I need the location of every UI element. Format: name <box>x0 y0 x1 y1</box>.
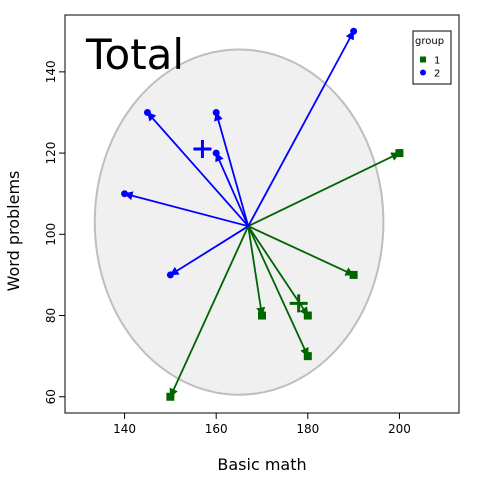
points-layer <box>121 27 404 401</box>
point-group1-1 <box>349 270 358 279</box>
point-group2-4 <box>121 190 129 198</box>
point-group2-3 <box>212 149 220 157</box>
x-tick-label-140: 140 <box>113 422 136 436</box>
y-tick-label-140: 140 <box>44 60 58 83</box>
x-tick-label-180: 180 <box>296 422 319 436</box>
arrow-group2-1 <box>146 111 249 227</box>
point-group1-0 <box>395 149 404 158</box>
arrow-group2-4 <box>123 191 249 228</box>
point-group2-1 <box>143 108 151 116</box>
axes-layer: 140 160 180 200 60 80 100 120 140 <box>44 60 411 436</box>
legend-title: group <box>415 36 444 47</box>
chart-title: Total <box>85 30 184 79</box>
point-group1-5 <box>166 392 175 401</box>
x-tick-label-160: 160 <box>205 422 228 436</box>
arrow-group2-3 <box>215 152 250 227</box>
legend: group 1 2 <box>412 30 452 85</box>
point-group1-3 <box>303 311 312 320</box>
point-group2-2 <box>212 108 220 116</box>
legend-marker-1 <box>420 56 426 63</box>
arrow-group1-5 <box>169 225 250 398</box>
arrow-group2-0 <box>247 30 355 227</box>
arrow-group1-0 <box>247 152 401 227</box>
y-tick-label-100: 100 <box>44 223 58 246</box>
arrow-group2-2 <box>214 111 250 227</box>
arrow-group2-5 <box>169 225 249 276</box>
legend-label-1: 1 <box>434 56 440 67</box>
confidence-ellipse-layer <box>93 48 385 396</box>
group-mean-2 <box>193 140 212 159</box>
plot-frame <box>64 14 460 414</box>
arrows-layer <box>123 30 401 398</box>
point-group2-0 <box>350 27 358 35</box>
y-axis-label: Word problems <box>4 171 23 292</box>
x-tick-label-200: 200 <box>388 422 411 436</box>
confidence-ellipse <box>93 48 385 396</box>
arrow-group1-4 <box>247 225 309 357</box>
arrow-group1-2 <box>247 226 266 317</box>
group-mean-1 <box>289 294 308 313</box>
legend-box <box>412 30 452 85</box>
point-group1-2 <box>258 311 266 320</box>
y-tick-label-120: 120 <box>44 142 58 165</box>
point-group1-4 <box>303 352 312 361</box>
x-axis-label: Basic math <box>217 455 306 474</box>
y-tick-label-60: 60 <box>44 389 58 404</box>
legend-label-2: 2 <box>434 69 440 80</box>
legend-marker-2 <box>420 69 426 76</box>
y-tick-label-80: 80 <box>44 308 58 323</box>
group-means-layer <box>193 140 308 313</box>
arrow-group1-1 <box>247 225 355 276</box>
point-group2-5 <box>166 271 174 279</box>
